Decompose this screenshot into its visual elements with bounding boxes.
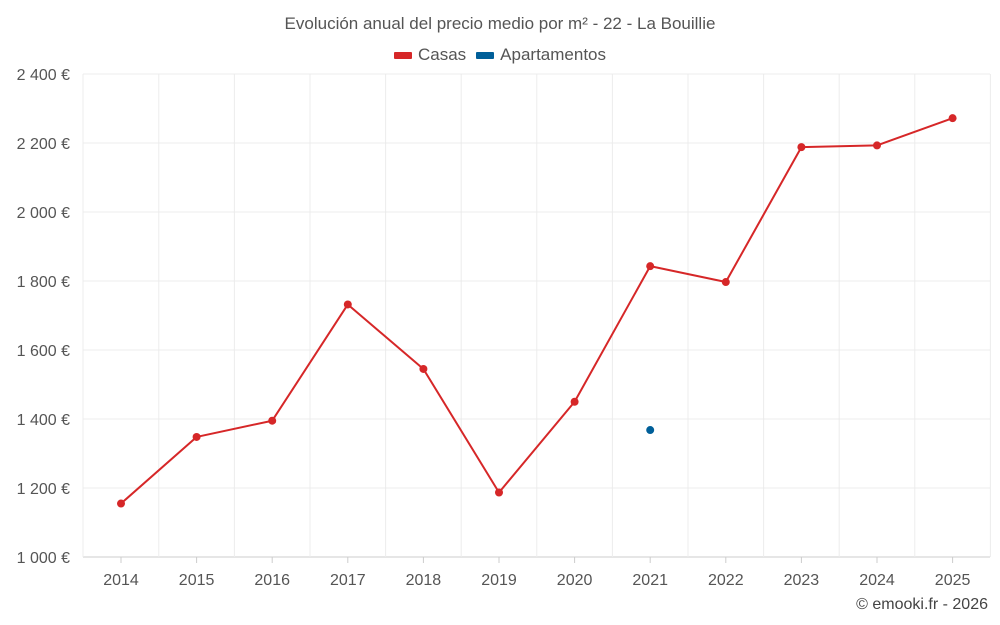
data-point-casas — [268, 416, 277, 425]
data-point-casas — [343, 300, 352, 309]
x-tick-label: 2024 — [859, 572, 895, 589]
y-tick-label: 1 000 € — [17, 550, 70, 567]
data-point-casas — [117, 499, 125, 508]
x-tick-label: 2023 — [784, 572, 820, 589]
legend-label-apartamentos: Apartamentos — [500, 45, 607, 64]
data-point-casas — [948, 114, 957, 123]
x-tick-label: 2016 — [254, 572, 290, 589]
x-tick-label: 2015 — [179, 572, 215, 589]
x-tick-label: 2022 — [708, 572, 744, 589]
axes: 1 000 € 1 200 € 1 400 € 1 600 € 1 800 € 2 000… — [17, 67, 971, 589]
y-tick-label: 1 200 € — [17, 481, 70, 498]
data-point-casas — [495, 488, 503, 497]
y-tick-label: 2 000 € — [17, 205, 70, 222]
series-layer — [117, 114, 957, 508]
data-point-casas — [192, 432, 201, 441]
y-tick-label: 2 200 € — [17, 136, 70, 153]
legend: Casas Apartamentos — [0, 45, 1000, 65]
x-tick-label: 2014 — [103, 572, 139, 589]
y-tick-label: 2 400 € — [17, 67, 70, 84]
data-point-casas — [873, 141, 881, 150]
data-point-casas — [646, 262, 655, 271]
x-tick-label: 2019 — [481, 572, 517, 589]
y-tick-label: 1 400 € — [17, 412, 70, 429]
gridlines — [82, 73, 991, 558]
data-point-casas — [721, 278, 730, 287]
x-tick-label: 2021 — [632, 572, 668, 589]
chart-title: Evolución anual del precio medio por m² … — [284, 14, 716, 33]
series-line-casas — [120, 117, 953, 505]
data-point-apartamentos — [646, 426, 655, 435]
legend-swatch-apartamentos — [476, 51, 495, 59]
x-tick-label: 2020 — [557, 572, 593, 589]
y-tick-label: 1 800 € — [17, 274, 70, 291]
data-point-casas — [419, 364, 428, 373]
legend-swatch-casas — [393, 51, 412, 59]
x-tick-label: 2017 — [330, 572, 366, 589]
footer-credit: © emooki.fr - 2026 — [856, 596, 988, 613]
legend-label-casas: Casas — [417, 45, 467, 64]
legend-item-casas[interactable]: Casas — [393, 45, 467, 65]
legend-item-apartamentos[interactable]: Apartamentos — [476, 45, 606, 65]
x-tick-label: 2018 — [406, 572, 442, 589]
data-point-casas — [797, 143, 806, 152]
data-point-casas — [570, 397, 579, 406]
x-tick-label: 2025 — [935, 572, 971, 589]
y-tick-label: 1 600 € — [17, 343, 70, 360]
